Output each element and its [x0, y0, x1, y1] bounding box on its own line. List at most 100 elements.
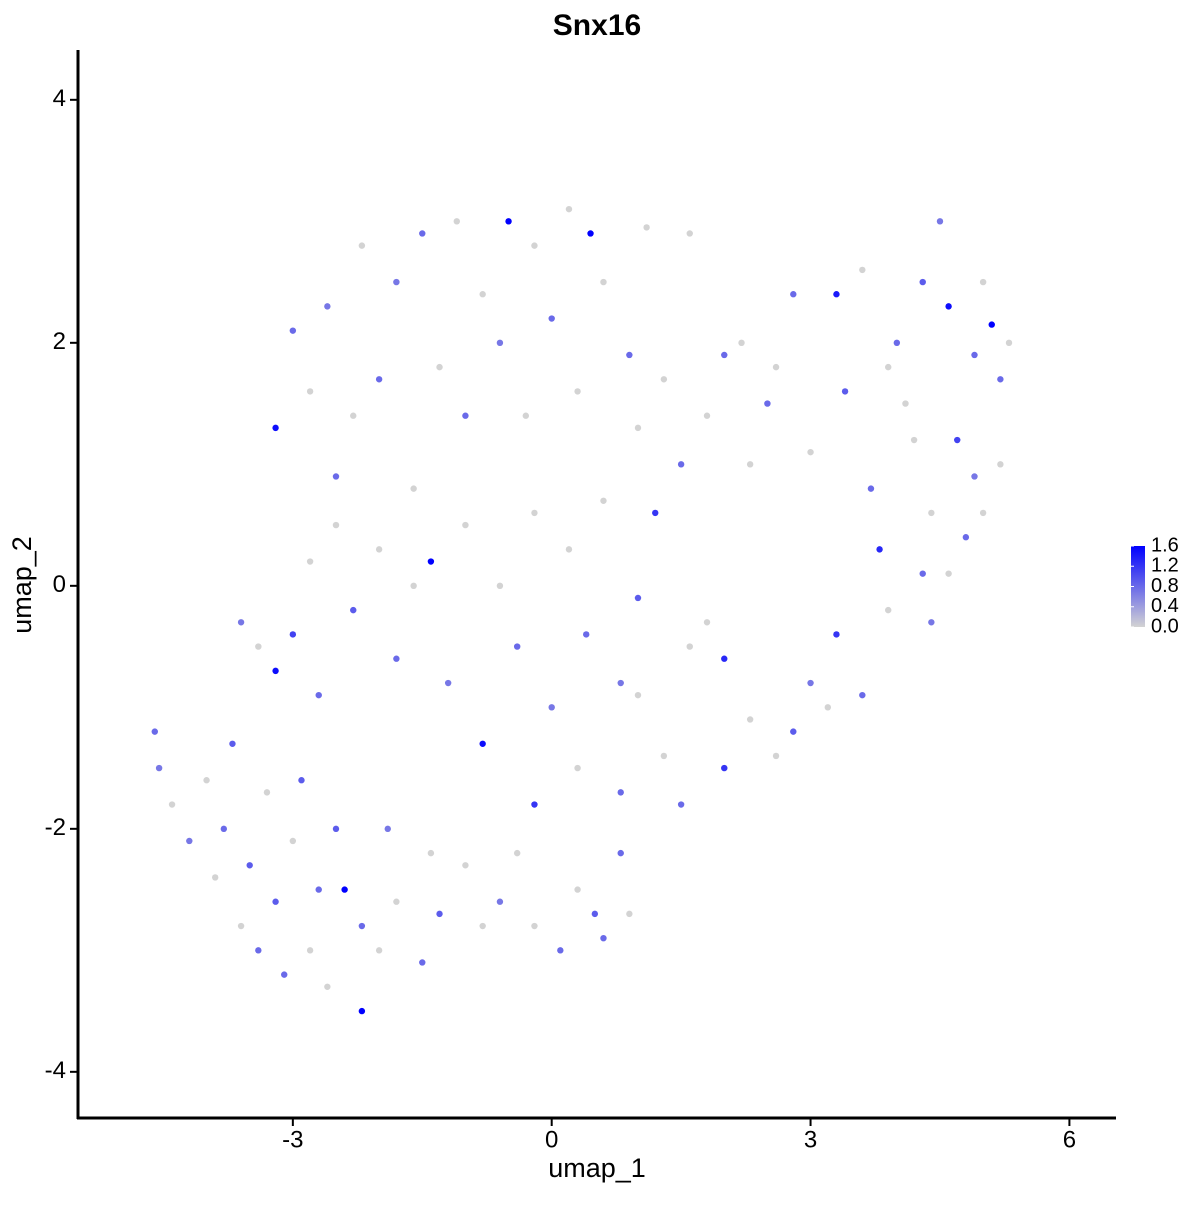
point	[237, 922, 245, 930]
x-tick-label: 0	[545, 1126, 558, 1153]
point	[652, 509, 659, 517]
point	[677, 801, 685, 808]
point	[790, 291, 797, 298]
point	[375, 947, 383, 954]
point	[393, 655, 400, 662]
colorbar	[1131, 546, 1145, 627]
points	[151, 205, 1013, 1015]
point	[703, 619, 711, 626]
point	[859, 266, 866, 274]
point	[574, 764, 581, 772]
point	[436, 363, 443, 371]
point	[565, 205, 573, 213]
point	[453, 218, 460, 225]
point	[928, 509, 935, 517]
point	[643, 224, 650, 231]
point	[436, 910, 443, 918]
point	[155, 764, 163, 772]
point	[876, 546, 883, 553]
point	[634, 691, 642, 699]
point	[600, 934, 607, 942]
point	[988, 321, 995, 328]
point	[462, 521, 469, 529]
point	[462, 412, 469, 419]
point	[928, 619, 935, 626]
point	[246, 862, 253, 869]
point	[893, 339, 901, 347]
point	[479, 922, 486, 930]
point	[583, 631, 590, 638]
point	[306, 558, 314, 565]
point	[315, 886, 322, 893]
point	[324, 303, 331, 310]
point	[479, 740, 486, 747]
point	[203, 777, 210, 784]
point	[306, 388, 314, 395]
point	[764, 400, 771, 407]
point	[945, 303, 952, 310]
point	[168, 801, 176, 808]
point	[626, 351, 633, 359]
point	[358, 242, 366, 249]
point	[151, 728, 158, 735]
x-axis-label: umap_1	[548, 1153, 646, 1183]
point	[522, 412, 530, 419]
point	[997, 461, 1004, 468]
point	[350, 606, 357, 614]
point	[587, 230, 594, 237]
point	[306, 947, 314, 954]
point	[660, 752, 668, 760]
point	[962, 534, 970, 541]
point	[772, 363, 780, 371]
point	[746, 716, 754, 723]
y-tick-label: 4	[53, 85, 66, 112]
point	[885, 363, 892, 371]
chart-title: Snx16	[553, 9, 641, 42]
point	[919, 278, 926, 286]
point	[574, 886, 581, 893]
point	[358, 922, 366, 930]
point	[954, 436, 961, 444]
y-tick-label: 0	[53, 571, 66, 598]
colorbar-tick-label: 1.6	[1151, 534, 1179, 556]
point	[548, 704, 555, 711]
point	[936, 218, 944, 225]
colorbar-tick-label: 1.2	[1151, 555, 1179, 577]
point	[979, 509, 987, 517]
point	[531, 242, 538, 249]
point	[997, 376, 1004, 383]
x-tick-label: 3	[804, 1126, 817, 1153]
point	[824, 704, 832, 711]
point	[324, 983, 331, 990]
y-tick-label: -2	[45, 814, 66, 841]
point	[600, 278, 607, 286]
point	[634, 594, 642, 602]
point	[738, 339, 745, 347]
point	[746, 461, 754, 468]
point	[591, 910, 599, 918]
point	[617, 789, 624, 796]
point	[617, 849, 624, 857]
point	[255, 947, 262, 954]
point	[513, 643, 521, 650]
point	[427, 558, 435, 565]
point	[565, 546, 573, 553]
point	[263, 789, 271, 796]
point	[384, 825, 391, 833]
point	[272, 898, 279, 905]
point	[531, 801, 538, 808]
point	[617, 679, 624, 687]
point	[289, 837, 297, 845]
point	[902, 400, 909, 407]
colorbar-tick-label: 0.0	[1151, 615, 1179, 637]
point	[427, 849, 435, 857]
point	[677, 461, 685, 468]
point	[410, 582, 417, 590]
point	[513, 849, 521, 857]
point	[444, 679, 452, 687]
point	[462, 862, 469, 869]
point	[272, 667, 279, 675]
point	[332, 521, 340, 529]
point	[375, 546, 383, 553]
